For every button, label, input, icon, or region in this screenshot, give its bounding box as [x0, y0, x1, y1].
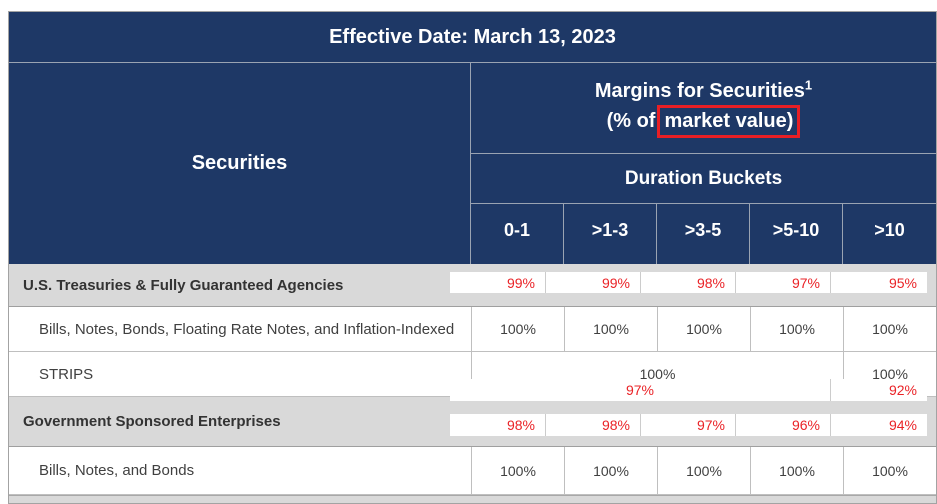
row-label-cell: Bills, Notes, and Bonds [39, 462, 195, 479]
red-value-cell: 98% [640, 272, 735, 293]
market-value-text: market value) [664, 110, 794, 132]
red-margin-overlay-gse: 98% 98% 97% 96% 94% [450, 414, 927, 436]
margin-value-cell-span: 100% [471, 352, 843, 396]
margins-subtitle-prefix: (% of [606, 110, 656, 132]
next-row-cutoff-strip [9, 495, 936, 503]
red-value-cell: 95% [830, 272, 927, 293]
bucket-col-over-10: >10 [874, 219, 905, 240]
duration-buckets-header: Duration Buckets [471, 154, 936, 204]
margins-title-line: Margins for Securities1 [595, 78, 812, 105]
red-margin-overlay-treasuries: 99% 99% 98% 97% 95% [450, 272, 927, 293]
table-row-bills-notes-bonds-frn: Bills, Notes, Bonds, Floating Rate Notes… [9, 307, 936, 352]
bucket-col-1-3: >1-3 [564, 204, 657, 264]
margin-value-cell: 100% [657, 307, 750, 351]
margin-value-cell: 100% [750, 307, 843, 351]
margins-title-text: Margins for Securities [594, 80, 805, 102]
red-value-cell: 94% [830, 414, 927, 436]
margin-value-cell: 100% [564, 447, 657, 494]
table-row-bills-notes-bonds: Bills, Notes, and Bonds 100% 100% 100% 1… [9, 447, 936, 495]
group-row-label: Government Sponsored Enterprises [23, 413, 281, 430]
red-value-cell: 99% [545, 272, 640, 293]
margins-header-group: Margins for Securities1 (% of market valu… [471, 63, 936, 264]
bucket-col-3-5: >3-5 [657, 204, 750, 264]
footnote-superscript: 1 [804, 77, 813, 93]
table-header: Securities Margins for Securities1 (% of… [9, 63, 936, 264]
margin-value-cell: 100% [471, 307, 564, 351]
margin-value-cell: 100% [750, 447, 843, 494]
margin-value-cell: 100% [471, 447, 564, 494]
margin-value-cell: 100% [657, 447, 750, 494]
bucket-col-0-1: 0-1 [471, 204, 564, 264]
red-value-cell-span: 97% [625, 382, 655, 398]
margins-for-securities-header: Margins for Securities1 (% of market valu… [471, 63, 936, 154]
row-label-cell: Bills, Notes, Bonds, Floating Rate Notes… [39, 320, 455, 338]
securities-column-header: Securities [9, 63, 471, 264]
red-value-cell: 97% [640, 414, 735, 436]
red-value-cell: 99% [506, 274, 535, 291]
bucket-columns-row: 0-1 >1-3 >3-5 >5-10 >10 [471, 204, 936, 264]
red-value-cell: 98% [506, 417, 535, 433]
red-value-cell: 92% [830, 379, 927, 401]
red-value-cell: 96% [735, 414, 830, 436]
effective-date-banner: Effective Date: March 13, 2023 [9, 12, 936, 63]
margin-value-cell: 100% [843, 447, 936, 494]
effective-date-text: Effective Date: March 13, 2023 [329, 25, 616, 48]
red-value-cell: 97% [735, 272, 830, 293]
securities-header-label: Securities [191, 152, 288, 174]
margin-value-cell: 100% [843, 352, 936, 396]
row-label-cell: STRIPS [39, 365, 94, 383]
margin-value-cell: 100% [843, 307, 936, 351]
margin-value-cell: 100% [564, 307, 657, 351]
red-annotation-box: market value) [657, 105, 801, 138]
red-value-cell: 98% [545, 414, 640, 436]
duration-buckets-label: Duration Buckets [624, 167, 783, 189]
margin-schedule-table: Effective Date: March 13, 2023 Securitie… [8, 11, 937, 504]
group-row-label: U.S. Treasuries & Fully Guaranteed Agenc… [23, 276, 344, 294]
red-margin-overlay-strips: 97% 92% [450, 379, 927, 401]
margins-subtitle-line: (% of market value) [607, 105, 801, 138]
bucket-col-5-10: >5-10 [750, 204, 843, 264]
